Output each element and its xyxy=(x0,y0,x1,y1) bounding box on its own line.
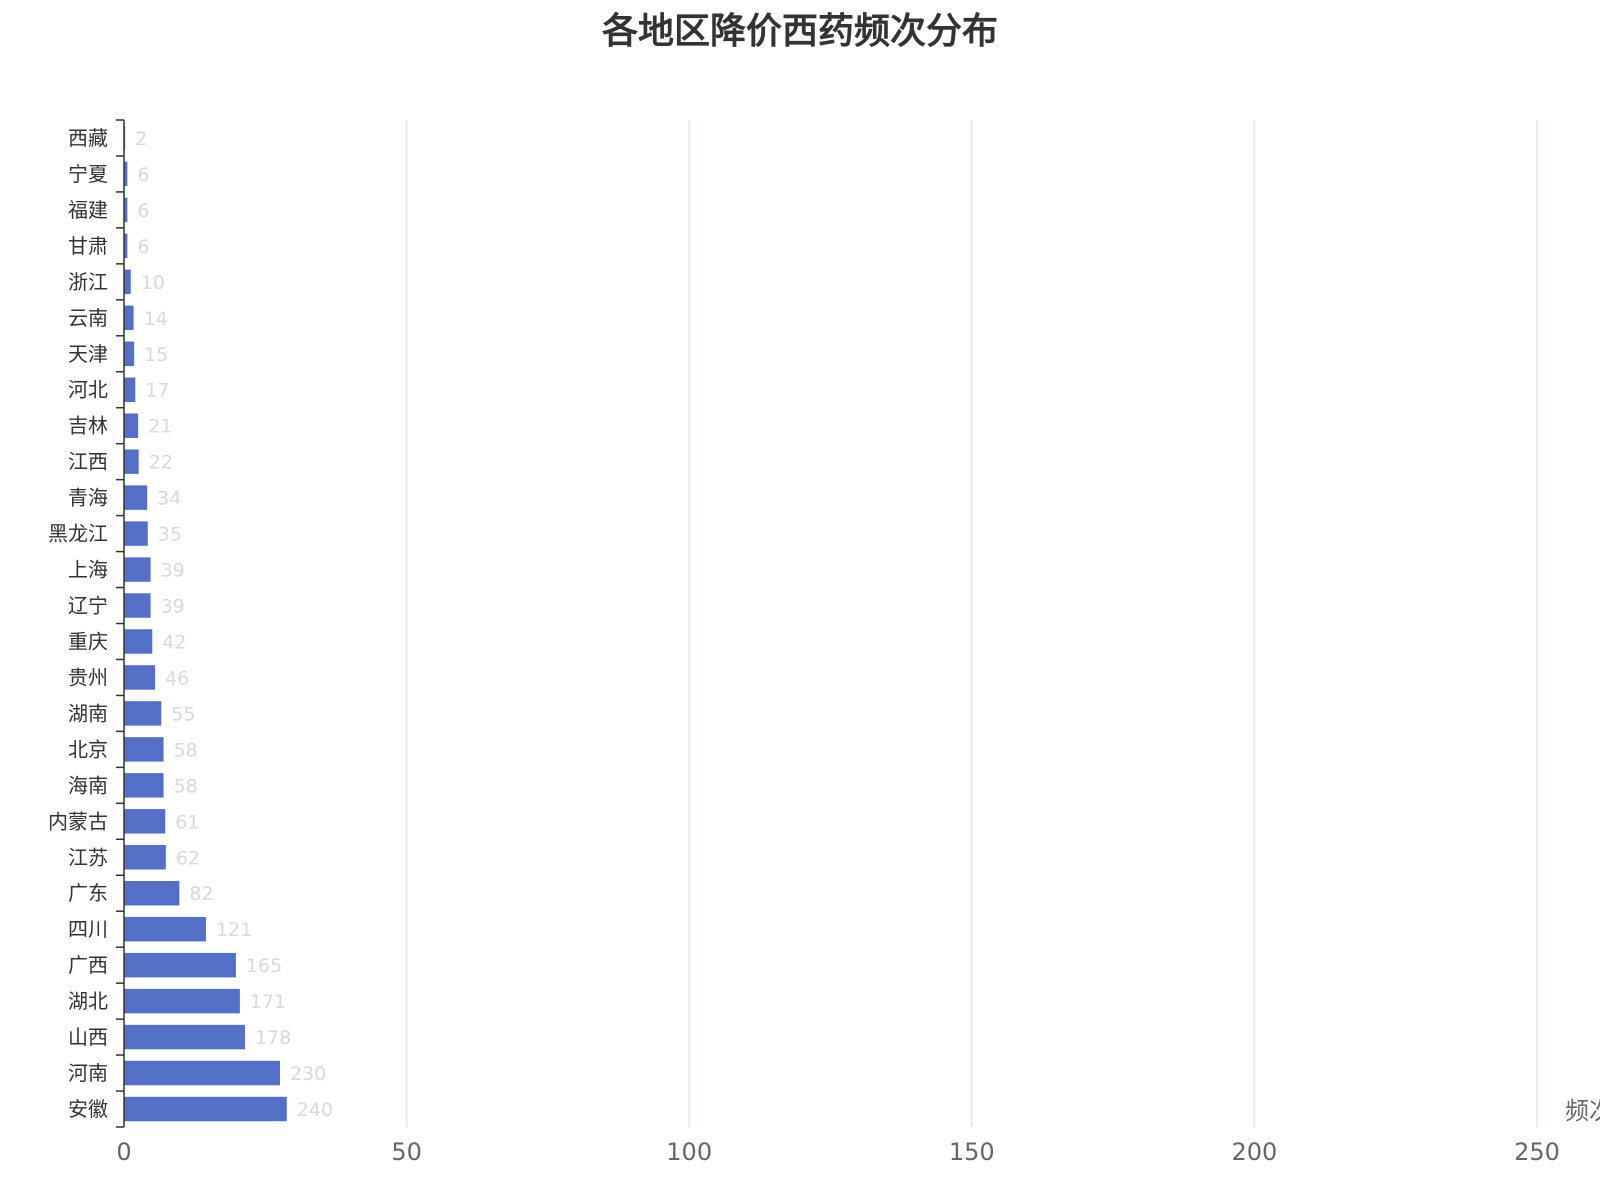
bar-青海[interactable] xyxy=(124,485,148,510)
data-label: 240 xyxy=(297,1099,333,1121)
data-label: 14 xyxy=(144,308,168,330)
category-label: 青海 xyxy=(68,486,108,510)
category-label: 贵州 xyxy=(68,665,108,689)
data-label: 58 xyxy=(174,739,198,761)
bar-江西[interactable] xyxy=(124,449,139,474)
data-label: 42 xyxy=(162,631,186,653)
data-label: 39 xyxy=(161,596,185,618)
bar-四川[interactable] xyxy=(124,916,206,942)
data-label: 34 xyxy=(157,488,181,510)
data-label: 61 xyxy=(175,811,199,833)
data-label: 6 xyxy=(137,164,149,186)
x-tick-label: 100 xyxy=(666,1138,712,1166)
category-label: 宁夏 xyxy=(68,162,108,186)
bar-北京[interactable] xyxy=(124,737,164,762)
data-label: 171 xyxy=(250,991,286,1013)
grid-lines xyxy=(405,120,1538,1127)
category-label: 海南 xyxy=(68,773,108,797)
data-label: 22 xyxy=(149,452,173,474)
bar-吉林[interactable] xyxy=(124,413,139,438)
chart-title: 各地区降价西药频次分布 xyxy=(601,11,998,52)
bar-内蒙古[interactable] xyxy=(124,809,166,834)
category-label: 浙江 xyxy=(68,270,108,294)
bar-安徽[interactable] xyxy=(124,1096,287,1122)
x-axis-name: 频次 xyxy=(1565,1097,1600,1125)
category-label: 福建 xyxy=(68,198,108,222)
bar-湖南[interactable] xyxy=(124,701,162,726)
bar-上海[interactable] xyxy=(124,557,151,582)
category-label: 云南 xyxy=(68,306,108,330)
category-label: 江西 xyxy=(68,450,108,474)
data-label: 39 xyxy=(161,560,185,582)
x-tick-label: 250 xyxy=(1514,1138,1560,1166)
category-label: 广西 xyxy=(68,953,108,977)
x-tick-label: 200 xyxy=(1231,1138,1277,1166)
bar-贵州[interactable] xyxy=(124,665,156,690)
x-tick-label: 50 xyxy=(391,1138,422,1166)
category-label: 天津 xyxy=(68,342,108,366)
category-label: 湖北 xyxy=(68,989,108,1013)
data-label: 165 xyxy=(246,955,282,977)
data-label: 55 xyxy=(171,703,195,725)
x-tick-label: 150 xyxy=(949,1138,995,1166)
bar-甘肃[interactable] xyxy=(124,233,128,259)
bar-湖北[interactable] xyxy=(124,988,240,1014)
bar-浙江[interactable] xyxy=(124,269,131,295)
category-label: 安徽 xyxy=(68,1097,108,1121)
bar-天津[interactable] xyxy=(124,341,135,366)
labels: 0 50 100 150 200 250 西藏 2 宁夏 6 福建 6 甘肃 6 浙江 10 云南 14 天津 15 河… xyxy=(48,126,1600,1166)
data-label: 10 xyxy=(141,272,165,294)
category-label: 湖南 xyxy=(68,701,108,725)
category-label: 河北 xyxy=(68,378,108,402)
category-label: 江苏 xyxy=(68,845,108,869)
bar-山西[interactable] xyxy=(124,1024,245,1050)
data-label: 46 xyxy=(165,667,189,689)
bar-宁夏[interactable] xyxy=(124,161,128,187)
data-label: 15 xyxy=(144,344,168,366)
category-label: 重庆 xyxy=(68,629,108,653)
category-label: 西藏 xyxy=(68,126,108,150)
bar-广东[interactable] xyxy=(124,881,180,906)
bar-黑龙江[interactable] xyxy=(124,521,148,546)
category-label: 山西 xyxy=(68,1025,108,1049)
bar-重庆[interactable] xyxy=(124,629,153,654)
category-label: 河南 xyxy=(68,1061,108,1085)
bar-广西[interactable] xyxy=(124,952,236,978)
axes xyxy=(116,119,125,1128)
data-label: 121 xyxy=(216,919,252,941)
category-label: 四川 xyxy=(68,917,108,941)
category-label: 辽宁 xyxy=(68,594,108,618)
bar-江苏[interactable] xyxy=(124,845,166,870)
data-label: 21 xyxy=(148,416,172,438)
bar-海南[interactable] xyxy=(124,773,164,798)
data-label: 58 xyxy=(174,775,198,797)
data-label: 82 xyxy=(189,883,213,905)
bar-福建[interactable] xyxy=(124,197,128,223)
data-label: 17 xyxy=(145,380,169,402)
data-label: 2 xyxy=(135,128,147,150)
data-label: 6 xyxy=(137,236,149,258)
category-label: 甘肃 xyxy=(68,234,108,258)
category-label: 内蒙古 xyxy=(48,809,108,833)
data-label: 178 xyxy=(255,1027,291,1049)
category-label: 黑龙江 xyxy=(48,522,108,546)
data-label: 62 xyxy=(176,847,200,869)
category-label: 上海 xyxy=(68,558,108,582)
data-label: 35 xyxy=(158,524,182,546)
category-label: 广东 xyxy=(68,881,108,905)
data-label: 6 xyxy=(137,200,149,222)
data-label: 230 xyxy=(290,1063,326,1085)
category-label: 北京 xyxy=(68,737,108,761)
bar-河南[interactable] xyxy=(124,1060,280,1086)
bar-河北[interactable] xyxy=(124,377,136,402)
bar-云南[interactable] xyxy=(124,305,134,331)
x-tick-label: 0 xyxy=(116,1138,131,1166)
bar-辽宁[interactable] xyxy=(124,593,151,618)
category-label: 吉林 xyxy=(68,414,108,438)
bars xyxy=(124,125,287,1122)
